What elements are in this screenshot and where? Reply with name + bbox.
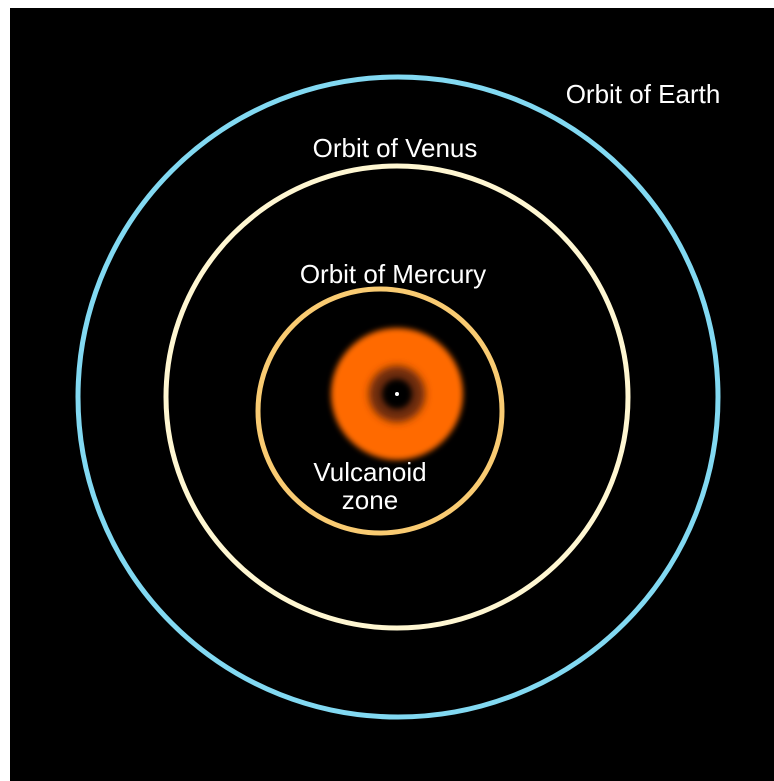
mercury-label: Orbit of Mercury: [300, 259, 486, 289]
vulcanoid-label: zone: [342, 485, 398, 515]
diagram: Orbit of Earth Orbit of Venus Orbit of M…: [0, 0, 774, 781]
sun: [395, 392, 399, 396]
venus-label: Orbit of Venus: [313, 133, 478, 163]
page: {"labels": {"earth": "Orbit of Earth", "…: [0, 0, 774, 781]
earth-label: Orbit of Earth: [566, 79, 721, 109]
vulcanoid-label: Vulcanoid: [313, 457, 426, 487]
